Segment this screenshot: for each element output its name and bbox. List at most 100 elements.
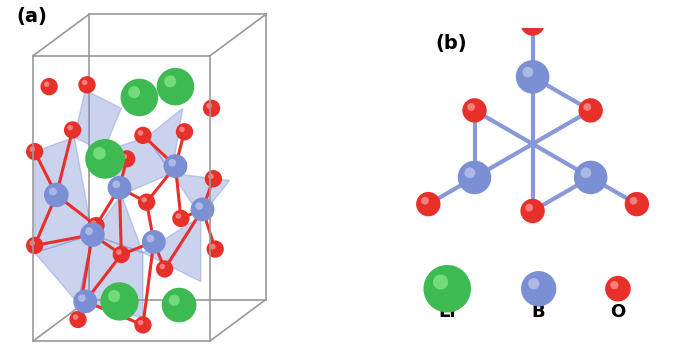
Circle shape (423, 265, 471, 313)
Circle shape (116, 249, 122, 255)
Text: B: B (532, 303, 545, 321)
Circle shape (172, 210, 190, 227)
Polygon shape (75, 90, 121, 152)
Circle shape (157, 68, 195, 105)
Circle shape (118, 150, 136, 168)
Polygon shape (103, 137, 172, 195)
Circle shape (206, 103, 212, 109)
Circle shape (605, 276, 631, 301)
Circle shape (128, 86, 140, 98)
Circle shape (134, 127, 151, 144)
Circle shape (67, 125, 73, 130)
Circle shape (581, 168, 591, 178)
Circle shape (516, 60, 549, 93)
Circle shape (210, 244, 216, 249)
Circle shape (112, 180, 120, 188)
Circle shape (164, 154, 188, 178)
Circle shape (525, 204, 533, 212)
Circle shape (433, 274, 448, 290)
Text: (a): (a) (16, 7, 47, 26)
Circle shape (138, 92, 143, 98)
Circle shape (164, 75, 176, 87)
Circle shape (147, 235, 154, 242)
Circle shape (421, 197, 429, 205)
Circle shape (69, 311, 87, 328)
Polygon shape (147, 108, 183, 173)
Circle shape (121, 154, 127, 159)
Circle shape (93, 147, 106, 160)
Circle shape (521, 199, 545, 223)
Circle shape (82, 80, 88, 85)
Circle shape (525, 16, 533, 24)
Circle shape (91, 221, 97, 226)
Circle shape (138, 320, 143, 325)
Circle shape (203, 100, 220, 117)
Circle shape (630, 197, 637, 205)
Circle shape (44, 82, 49, 87)
Circle shape (458, 161, 491, 194)
Circle shape (26, 237, 43, 254)
Circle shape (464, 168, 475, 178)
Circle shape (64, 121, 82, 139)
Circle shape (134, 316, 151, 334)
Polygon shape (35, 137, 92, 253)
Circle shape (88, 217, 105, 234)
Circle shape (85, 139, 125, 179)
Circle shape (195, 202, 203, 210)
Circle shape (584, 103, 591, 111)
Circle shape (101, 282, 138, 321)
Circle shape (578, 98, 603, 123)
Circle shape (73, 314, 78, 320)
Polygon shape (78, 235, 143, 318)
Circle shape (29, 240, 35, 246)
Circle shape (523, 67, 533, 78)
Circle shape (190, 197, 214, 221)
Circle shape (175, 213, 182, 219)
Circle shape (40, 78, 58, 95)
Circle shape (141, 197, 147, 203)
Circle shape (49, 188, 57, 195)
Circle shape (521, 11, 545, 36)
Circle shape (208, 174, 214, 179)
Circle shape (625, 192, 649, 216)
Circle shape (138, 130, 143, 136)
Circle shape (206, 240, 224, 258)
Circle shape (121, 79, 158, 116)
Circle shape (528, 278, 539, 290)
Circle shape (160, 264, 165, 269)
Circle shape (138, 193, 155, 211)
Circle shape (80, 222, 105, 247)
Circle shape (521, 271, 556, 306)
Circle shape (467, 103, 475, 111)
Circle shape (156, 260, 173, 278)
Text: O: O (610, 303, 625, 321)
Circle shape (108, 176, 132, 200)
Circle shape (108, 290, 121, 302)
Circle shape (169, 295, 179, 306)
Polygon shape (143, 217, 201, 282)
Circle shape (169, 159, 176, 166)
Text: Li: Li (438, 303, 456, 321)
Circle shape (179, 127, 185, 132)
Text: (b): (b) (435, 34, 466, 53)
Polygon shape (172, 173, 229, 217)
Circle shape (162, 288, 197, 322)
Circle shape (134, 89, 151, 106)
Circle shape (610, 281, 619, 289)
Polygon shape (92, 195, 143, 253)
Circle shape (142, 230, 166, 254)
Circle shape (85, 227, 93, 235)
Circle shape (44, 183, 68, 207)
Circle shape (462, 98, 487, 123)
Circle shape (29, 147, 35, 152)
Circle shape (112, 246, 130, 263)
Circle shape (574, 161, 608, 194)
Circle shape (78, 76, 96, 93)
Circle shape (73, 290, 97, 313)
Circle shape (205, 170, 222, 187)
Circle shape (176, 123, 193, 140)
Polygon shape (35, 235, 92, 303)
Circle shape (26, 143, 43, 160)
Circle shape (416, 192, 440, 216)
Circle shape (78, 294, 86, 302)
